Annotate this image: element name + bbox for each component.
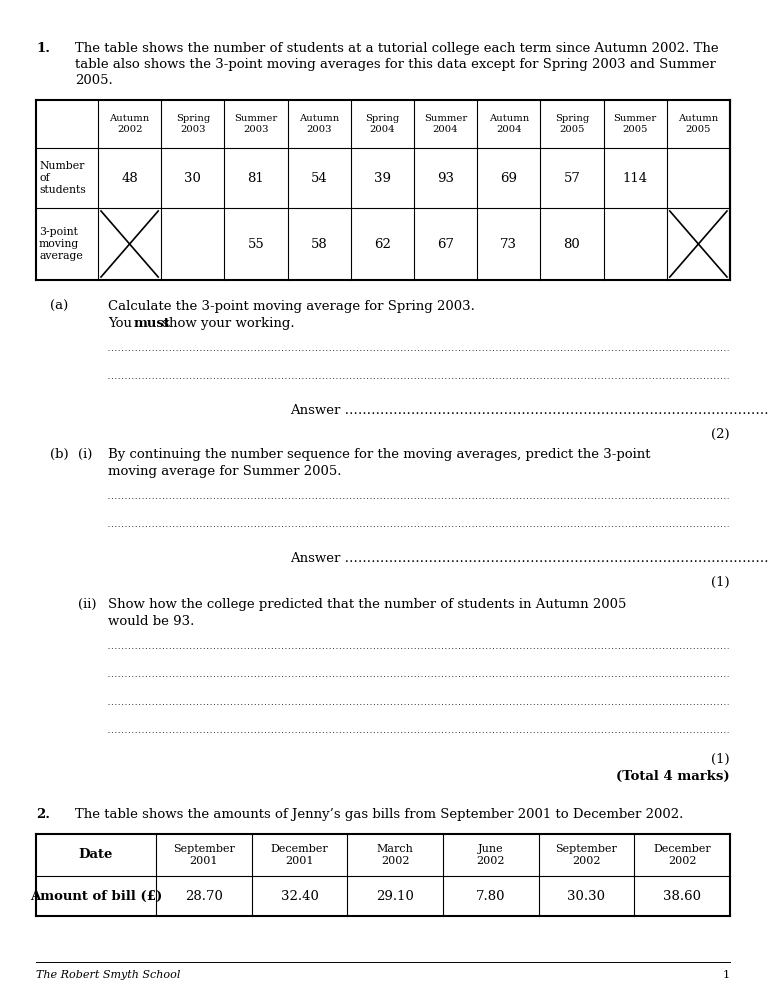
Text: September
2002: September 2002 bbox=[555, 844, 617, 866]
Text: (1): (1) bbox=[711, 576, 730, 589]
Text: 39: 39 bbox=[374, 172, 391, 185]
Text: show your working.: show your working. bbox=[158, 317, 295, 330]
Text: 55: 55 bbox=[247, 238, 264, 250]
Text: Autumn
2003: Autumn 2003 bbox=[299, 114, 339, 134]
Text: December
2002: December 2002 bbox=[654, 844, 711, 866]
Text: (Total 4 marks): (Total 4 marks) bbox=[617, 770, 730, 783]
Text: Summer
2004: Summer 2004 bbox=[424, 114, 467, 134]
Text: 80: 80 bbox=[564, 238, 581, 250]
Text: Calculate the 3-point moving average for Spring 2003.: Calculate the 3-point moving average for… bbox=[108, 300, 475, 313]
Text: Spring
2003: Spring 2003 bbox=[176, 114, 210, 134]
Text: 30.30: 30.30 bbox=[568, 890, 605, 903]
Text: 28.70: 28.70 bbox=[185, 890, 223, 903]
Text: 29.10: 29.10 bbox=[376, 890, 414, 903]
Text: Autumn
2002: Autumn 2002 bbox=[110, 114, 150, 134]
Text: 2.: 2. bbox=[36, 808, 50, 821]
Text: (ii): (ii) bbox=[78, 598, 97, 611]
Text: December
2001: December 2001 bbox=[270, 844, 329, 866]
Text: By continuing the number sequence for the moving averages, predict the 3-point: By continuing the number sequence for th… bbox=[108, 448, 650, 461]
Text: The table shows the number of students at a tutorial college each term since Aut: The table shows the number of students a… bbox=[75, 42, 719, 55]
Text: must: must bbox=[134, 317, 170, 330]
Text: 54: 54 bbox=[311, 172, 328, 185]
Text: June
2002: June 2002 bbox=[477, 844, 505, 866]
Text: The table shows the amounts of Jenny’s gas bills from September 2001 to December: The table shows the amounts of Jenny’s g… bbox=[75, 808, 684, 821]
Text: September
2001: September 2001 bbox=[173, 844, 235, 866]
Text: Number
of
students: Number of students bbox=[39, 161, 86, 196]
Text: 1: 1 bbox=[723, 970, 730, 980]
Text: (2): (2) bbox=[711, 428, 730, 441]
Text: The Robert Smyth School: The Robert Smyth School bbox=[36, 970, 180, 980]
Text: (b): (b) bbox=[50, 448, 68, 461]
Text: Autumn
2004: Autumn 2004 bbox=[488, 114, 529, 134]
Text: Spring
2005: Spring 2005 bbox=[554, 114, 589, 134]
Text: Summer
2003: Summer 2003 bbox=[234, 114, 277, 134]
Text: Autumn
2005: Autumn 2005 bbox=[678, 114, 719, 134]
Text: 2005.: 2005. bbox=[75, 74, 113, 87]
Text: 58: 58 bbox=[311, 238, 328, 250]
Text: 7.80: 7.80 bbox=[476, 890, 505, 903]
Text: 38.60: 38.60 bbox=[663, 890, 701, 903]
Text: Spring
2004: Spring 2004 bbox=[366, 114, 399, 134]
Text: table also shows the 3-point moving averages for this data except for Spring 200: table also shows the 3-point moving aver… bbox=[75, 58, 716, 71]
Text: Answer …………………………………………………………………………………………………………: Answer ………………………………………………………………………………………… bbox=[290, 404, 768, 416]
Text: Date: Date bbox=[79, 849, 113, 862]
Text: Answer …………………………………………………………………………………………………………: Answer ………………………………………………………………………………………… bbox=[290, 552, 768, 565]
Text: (a): (a) bbox=[50, 300, 68, 313]
Text: (i): (i) bbox=[78, 448, 92, 461]
Text: 1.: 1. bbox=[36, 42, 50, 55]
Text: Summer
2005: Summer 2005 bbox=[614, 114, 657, 134]
Text: 114: 114 bbox=[623, 172, 647, 185]
Text: 93: 93 bbox=[437, 172, 454, 185]
Text: Amount of bill (£): Amount of bill (£) bbox=[30, 890, 162, 903]
Text: You: You bbox=[108, 317, 136, 330]
Text: Show how the college predicted that the number of students in Autumn 2005: Show how the college predicted that the … bbox=[108, 598, 627, 611]
Text: 69: 69 bbox=[500, 172, 518, 185]
Text: would be 93.: would be 93. bbox=[108, 615, 194, 628]
Text: 30: 30 bbox=[184, 172, 201, 185]
Text: 81: 81 bbox=[247, 172, 264, 185]
Text: 67: 67 bbox=[437, 238, 454, 250]
Text: 48: 48 bbox=[121, 172, 138, 185]
Text: 57: 57 bbox=[564, 172, 581, 185]
Text: March
2002: March 2002 bbox=[377, 844, 414, 866]
Text: 3-point
moving
average: 3-point moving average bbox=[39, 227, 83, 261]
Text: 62: 62 bbox=[374, 238, 391, 250]
Text: (1): (1) bbox=[711, 753, 730, 766]
Text: 32.40: 32.40 bbox=[280, 890, 319, 903]
Text: 73: 73 bbox=[500, 238, 518, 250]
Text: moving average for Summer 2005.: moving average for Summer 2005. bbox=[108, 465, 342, 478]
